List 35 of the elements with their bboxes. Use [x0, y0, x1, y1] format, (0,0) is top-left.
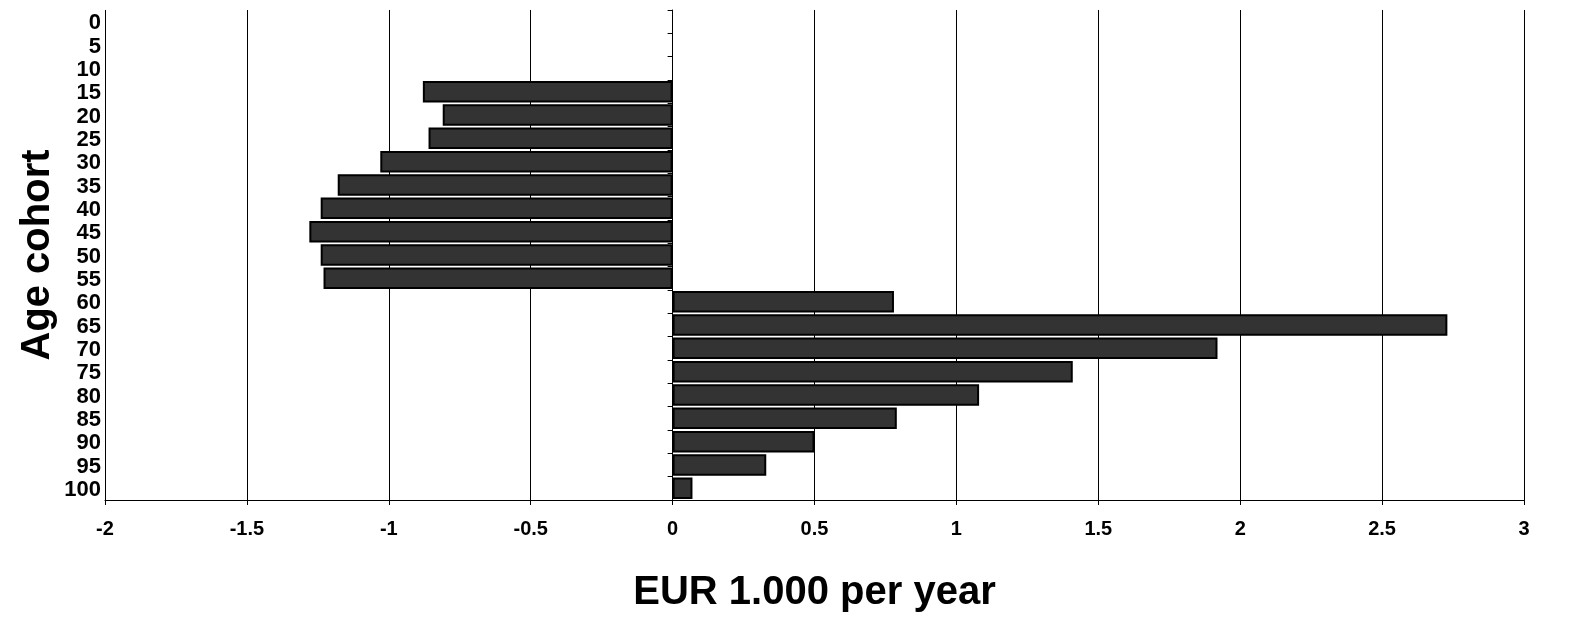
y-tick-label: 70 — [76, 335, 101, 361]
y-tick-label: 85 — [76, 405, 101, 431]
y-tick-label: 45 — [76, 219, 101, 245]
y-tick-label: 75 — [76, 359, 101, 385]
x-tick-label: -2 — [96, 517, 114, 539]
y-tick-label: 15 — [76, 79, 101, 105]
y-tick-label: 40 — [76, 195, 101, 221]
x-tick-label: 1 — [950, 517, 962, 539]
x-axis-title: EUR 1.000 per year — [633, 568, 996, 612]
y-tick-label: 35 — [76, 172, 101, 198]
x-tick-label: -1.5 — [229, 517, 265, 539]
y-tick-label: 80 — [76, 382, 101, 408]
x-tick-label: 2.5 — [1368, 517, 1397, 539]
y-tick-label: 100 — [64, 475, 101, 501]
y-tick-label: 65 — [76, 312, 101, 338]
x-tick-label: 1.5 — [1084, 517, 1113, 539]
y-tick-label: 90 — [76, 429, 101, 455]
x-tick-label: 3 — [1518, 517, 1530, 539]
y-tick-label: 20 — [76, 102, 101, 128]
bar — [672, 454, 767, 476]
y-tick-label: 25 — [76, 125, 101, 151]
y-tick-label: 10 — [76, 55, 101, 81]
y-tick-label: 50 — [76, 242, 101, 268]
x-tick-label: -1 — [379, 517, 398, 539]
y-axis-title: Age cohort — [13, 149, 57, 361]
y-tick-label: 95 — [76, 452, 101, 478]
x-tick-label: 0.5 — [800, 517, 829, 539]
x-tick-label: 2 — [1234, 517, 1246, 539]
y-tick-label: 30 — [76, 149, 101, 175]
x-tick-label: 0 — [667, 517, 679, 539]
y-tick-label: 5 — [88, 32, 101, 58]
x-tick-label: -0.5 — [513, 517, 548, 539]
y-tick-label: 60 — [76, 289, 101, 315]
y-tick-label: 55 — [76, 265, 101, 291]
y-tick-label: 0 — [88, 9, 101, 35]
